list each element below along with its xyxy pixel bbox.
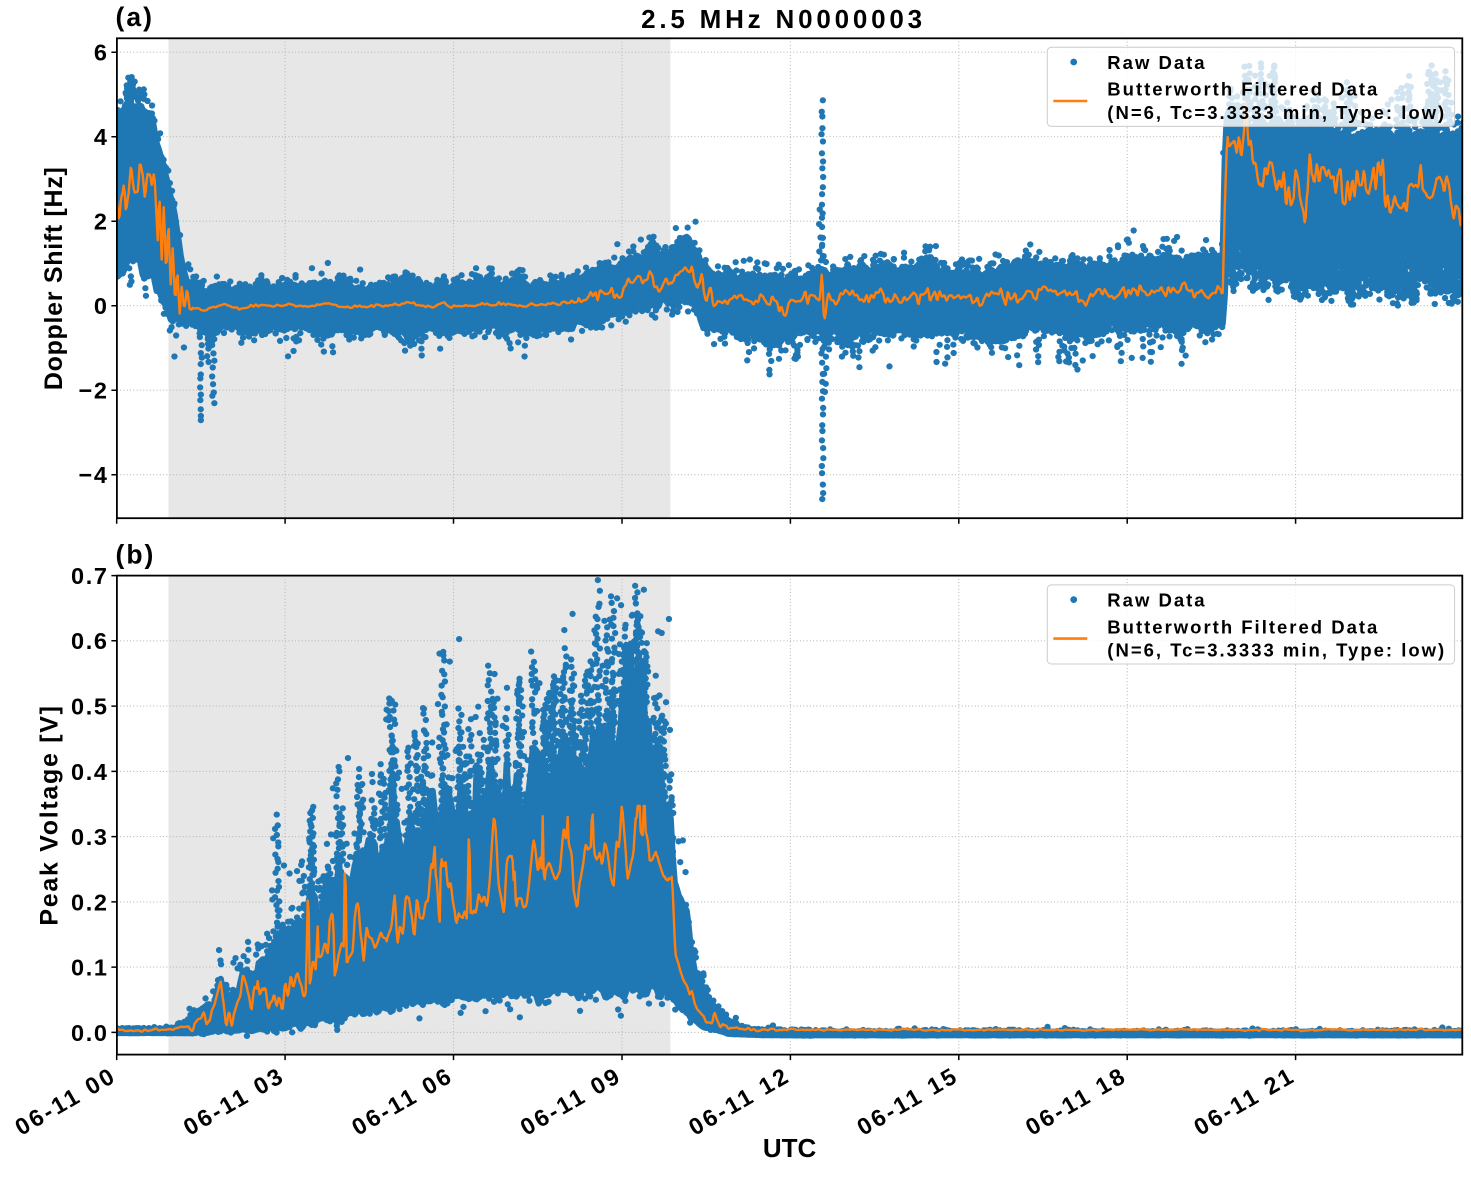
svg-text:2: 2 [94,209,109,235]
svg-text:Doppler Shift [Hz]: Doppler Shift [Hz] [40,166,68,390]
svg-text:0: 0 [94,293,109,319]
svg-text:Raw Data: Raw Data [1107,590,1206,611]
svg-text:−4: −4 [79,462,109,488]
svg-text:0.4: 0.4 [71,759,108,785]
svg-text:0.0: 0.0 [71,1020,108,1046]
svg-text:2.5 MHz N0000003: 2.5 MHz N0000003 [641,4,926,34]
svg-text:(b): (b) [116,539,156,569]
svg-text:0.6: 0.6 [71,628,108,654]
svg-text:UTC: UTC [763,1133,817,1163]
svg-text:6: 6 [94,40,109,66]
svg-text:0.5: 0.5 [71,694,108,720]
svg-text:(N=6, Tc=3.3333 min, Type: low: (N=6, Tc=3.3333 min, Type: low) [1107,102,1446,123]
svg-text:Butterworth Filtered Data: Butterworth Filtered Data [1107,79,1379,100]
svg-text:(N=6, Tc=3.3333 min, Type: low: (N=6, Tc=3.3333 min, Type: low) [1107,640,1446,661]
svg-text:(a): (a) [116,2,154,32]
svg-text:0.3: 0.3 [71,824,108,850]
svg-text:Raw Data: Raw Data [1107,52,1206,73]
svg-text:0.2: 0.2 [71,889,108,915]
svg-text:Peak Voltage [V]: Peak Voltage [V] [36,704,64,925]
svg-text:−2: −2 [79,378,109,404]
svg-text:0.7: 0.7 [71,563,108,589]
svg-text:4: 4 [94,124,109,150]
svg-text:Butterworth Filtered Data: Butterworth Filtered Data [1107,616,1379,637]
svg-text:0.1: 0.1 [71,955,108,981]
